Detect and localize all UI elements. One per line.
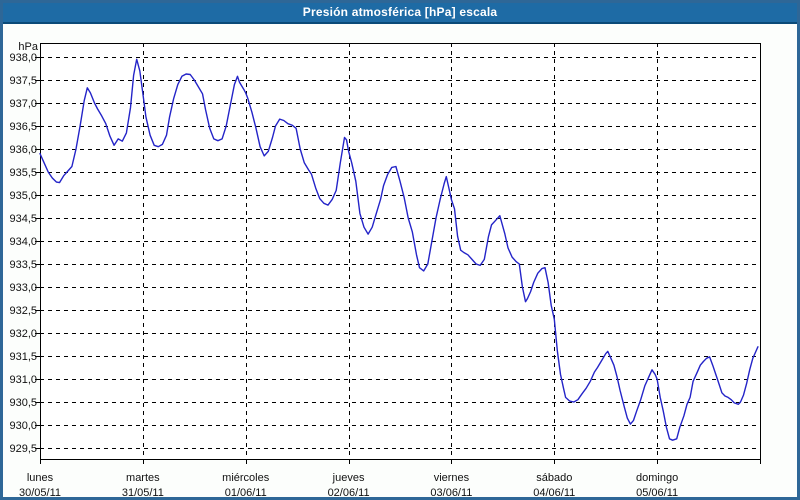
y-axis-tick-label: 930,0: [9, 420, 37, 432]
y-axis-unit-label: hPa: [18, 41, 38, 53]
x-axis-day-label: domingo: [636, 472, 678, 484]
y-axis-tick-label: 931,0: [9, 374, 37, 386]
plot-area: [40, 43, 761, 460]
y-axis-tick-label: 936,0: [9, 144, 37, 156]
x-axis-date-label: 01/06/11: [225, 487, 267, 497]
y-axis-tick-label: 935,0: [9, 190, 37, 202]
pressure-line-chart: 938,0 937,5 937,0 936,5 936,0 935,5 935,0 934,5…: [9, 41, 761, 497]
y-axis-tick-label: 934,0: [9, 236, 37, 248]
chart-title-bar: Presión atmosférica [hPa] escala: [3, 3, 797, 24]
y-axis-tick-label: 929,5: [9, 443, 37, 455]
x-axis-date-label: 05/06/11: [636, 487, 678, 497]
x-axis-date-label: 31/05/11: [122, 487, 164, 497]
y-axis-tick-label: 934,5: [9, 213, 37, 225]
y-axis-tick-label: 936,5: [9, 121, 37, 133]
x-axis-day-label: jueves: [332, 472, 365, 484]
y-axis-tick-label: 932,0: [9, 328, 37, 340]
pressure-series-line: [39, 58, 759, 441]
y-axis-tick-label: 937,0: [9, 98, 37, 110]
y-axis-tick-label: 930,5: [9, 397, 37, 409]
x-axis-day-label: miércoles: [222, 472, 270, 484]
x-axis-day-label: sábado: [536, 472, 572, 484]
y-axis-tick-label: 932,5: [9, 305, 37, 317]
x-axis-day-label: viernes: [434, 472, 470, 484]
y-axis-tick-label: 933,0: [9, 282, 37, 294]
y-axis-tick-label: 931,5: [9, 351, 37, 363]
y-axis-tick-label: 938,0: [9, 52, 37, 64]
x-axis-day-label: martes: [126, 472, 160, 484]
x-axis-day-label: lunes: [27, 472, 54, 484]
y-axis-tick-label: 935,5: [9, 167, 37, 179]
y-axis-tick-label: 933,5: [9, 259, 37, 271]
x-axis-date-label: 02/06/11: [328, 487, 370, 497]
y-axis-tick-label: 937,5: [9, 75, 37, 87]
x-axis-date-label: 04/06/11: [533, 487, 575, 497]
x-axis-date-label: 30/05/11: [19, 487, 61, 497]
chart-title: Presión atmosférica [hPa] escala: [302, 5, 498, 19]
x-axis-date-label: 03/06/11: [430, 487, 472, 497]
